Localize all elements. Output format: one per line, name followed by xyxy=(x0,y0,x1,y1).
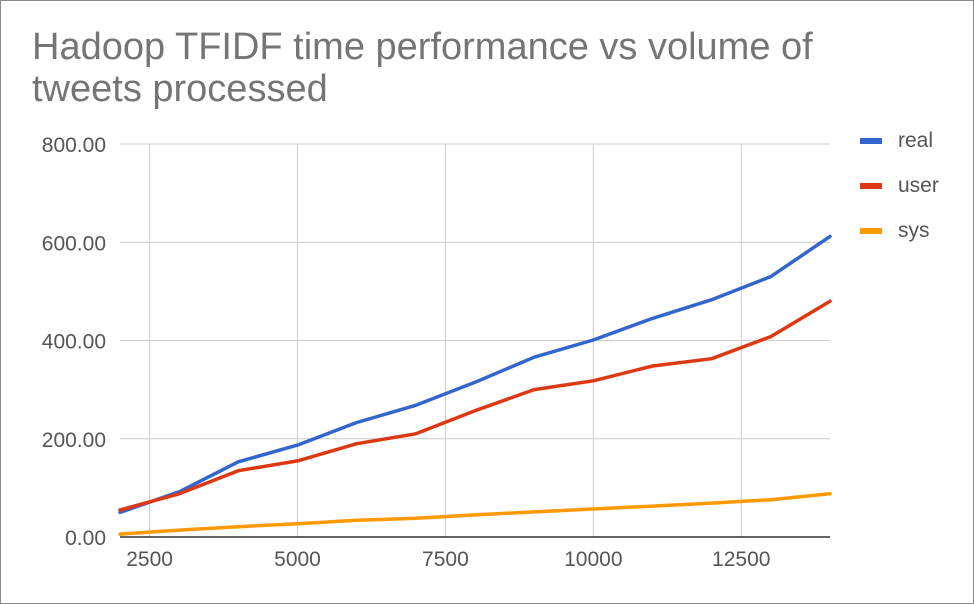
series-line-user xyxy=(118,299,832,512)
chart-title: Hadoop TFIDF time performance vs volume … xyxy=(32,26,813,110)
y-tick-label: 400.00 xyxy=(42,331,106,354)
legend-label: real xyxy=(898,129,934,152)
series-line-real xyxy=(118,234,832,515)
x-tick-label: 2500 xyxy=(126,548,173,571)
y-tick-label: 800.00 xyxy=(42,134,106,157)
legend-swatch xyxy=(860,183,882,189)
x-tick-label: 12500 xyxy=(712,548,770,571)
y-tick-label: 200.00 xyxy=(42,429,106,452)
x-tick-label: 10000 xyxy=(564,548,622,571)
y-tick-label: 600.00 xyxy=(42,232,106,255)
legend-swatch xyxy=(860,228,882,234)
legend-label: user xyxy=(898,174,939,197)
legend-item-sys: sys xyxy=(860,218,970,244)
x-tick-label: 5000 xyxy=(274,548,321,571)
legend-item-real: real xyxy=(860,128,970,154)
x-tick-label: 7500 xyxy=(422,548,469,571)
y-tick-label: 0.00 xyxy=(65,527,106,550)
series-line-sys xyxy=(118,492,832,536)
legend-item-user: user xyxy=(860,173,970,199)
legend-label: sys xyxy=(898,219,930,242)
legend-swatch xyxy=(860,138,882,144)
